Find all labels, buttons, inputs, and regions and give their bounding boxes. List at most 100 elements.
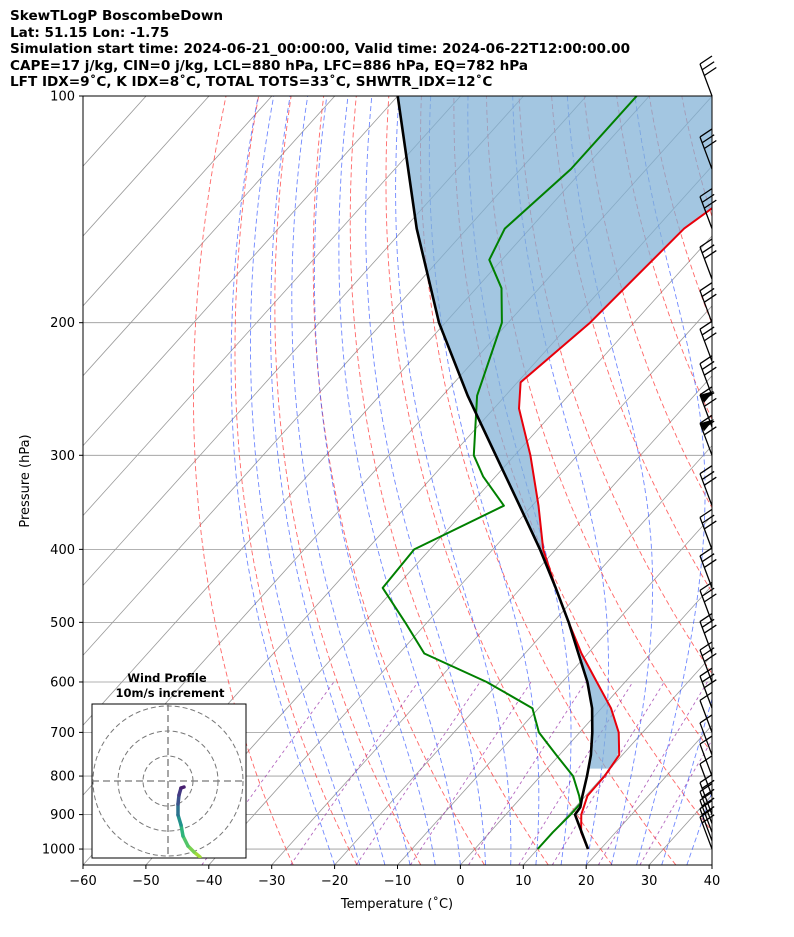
x-tick-label: 0 (456, 874, 464, 889)
x-tick-label: 20 (578, 874, 595, 889)
moist-adiabat (428, 96, 540, 865)
isotherm-line (271, 375, 712, 865)
isotherm-line (83, 96, 210, 237)
moist-adiabat (365, 96, 487, 865)
hodograph-subtitle: 10m/s increment (116, 686, 225, 700)
x-tick-label: −50 (132, 874, 159, 889)
wind-barb-feather (699, 465, 713, 475)
wind-barb-pennant (700, 390, 714, 403)
mixing-ratio-line (639, 739, 712, 865)
wind-barb-feather (699, 547, 713, 557)
mixing-ratio-line (410, 681, 532, 865)
mixing-ratio-line (518, 681, 634, 865)
y-tick-label: 100 (50, 90, 75, 105)
wind-barb-feather (703, 679, 717, 689)
wind-barb-feather (699, 641, 713, 651)
x-tick-label: −40 (195, 874, 222, 889)
isotherm-line (83, 96, 336, 377)
x-tick-label: −10 (384, 874, 411, 889)
wind-barb-feather (703, 366, 717, 376)
wind-barb-feather (699, 667, 713, 677)
isotherm-line (208, 305, 712, 865)
isotherm-line (145, 235, 712, 865)
dry-adiabat (780, 96, 794, 865)
hodograph-trace-segment (179, 823, 185, 838)
wind-barb-staff (699, 290, 713, 323)
mixing-ratio-line (290, 681, 419, 865)
dry-adiabat (274, 96, 422, 865)
dry-adiabat (234, 96, 358, 865)
convective-parameters: CAPE=17 j/kg, CIN=0 j/kg, LCL=880 hPa, L… (10, 57, 529, 74)
moist-adiabat (338, 96, 461, 865)
station-title: SkewTLogP BoscombeDown (10, 8, 224, 24)
moist-adiabat (566, 96, 654, 865)
isotherm-line (397, 514, 712, 865)
wind-barb-feather (703, 199, 717, 209)
stability-indices: LFT IDX=9˚C, K IDX=8˚C, TOTAL TOTS=33˚C,… (10, 74, 493, 91)
sounding-profiles (381, 96, 712, 850)
wind-barb-feather (703, 520, 717, 530)
wind-barb-feather (703, 624, 717, 634)
mixing-ratio-line (201, 681, 335, 865)
y-tick-label: 700 (50, 726, 75, 741)
hodograph-trace-segment (179, 785, 186, 790)
parcel-line (396, 96, 594, 850)
wind-barb-feather (699, 282, 713, 292)
moist-adiabat (250, 96, 361, 865)
wind-barb-feather (703, 66, 717, 77)
mixing-ratio-line (598, 681, 708, 865)
wind-barb-feather (699, 238, 713, 248)
wind-barb-feather (701, 61, 715, 71)
wind-barb-staff (699, 649, 713, 683)
wind-barb-staff (699, 555, 713, 589)
wind-barb-feather (699, 783, 713, 793)
wind-barb-staff (699, 763, 713, 797)
y-tick-label: 300 (50, 449, 75, 464)
wind-barb-feather (699, 508, 713, 518)
x-tick-label: −30 (258, 874, 285, 889)
y-tick-label: 500 (50, 616, 75, 631)
wind-barb-staff (699, 722, 713, 756)
wind-barb-feather (703, 332, 717, 342)
wind-barb-feather (703, 593, 717, 603)
wind-barb-feather (699, 612, 713, 623)
wind-barb-feather (699, 791, 713, 801)
y-tick-label: 600 (50, 675, 75, 690)
isotherm-line (711, 864, 712, 865)
x-tick-label: 40 (704, 874, 721, 889)
dry-adiabat (747, 96, 794, 865)
isotherm-line (83, 96, 461, 517)
isotherm-line (83, 96, 273, 307)
wind-barb-feather (699, 128, 713, 138)
moist-adiabat (686, 790, 712, 865)
isotherm-line (334, 445, 712, 865)
dry-adiabat (518, 96, 712, 675)
cape-area (397, 96, 712, 769)
wind-barb-feather (699, 714, 713, 724)
isotherm-line (775, 96, 794, 865)
hodograph-inset: Wind Profile 10m/s increment (91, 671, 247, 859)
moist-adiabat (634, 96, 706, 865)
moist-adiabat (230, 96, 336, 865)
wind-barb-feather (703, 426, 717, 436)
dry-adiabat (453, 96, 712, 833)
wind-barb-feather (699, 386, 713, 396)
wind-barb-feather (699, 414, 713, 424)
mixing-ratio-line (468, 681, 587, 865)
y-tick-label: 400 (50, 543, 75, 558)
hodograph-rings (92, 704, 246, 858)
hodograph-trace-segment (181, 834, 190, 848)
mixing-ratio-line (355, 681, 481, 865)
isotherm-line (83, 96, 524, 587)
y-tick-label: 1000 (42, 843, 75, 858)
isotherm-line (460, 584, 712, 865)
x-tick-label: −60 (69, 874, 96, 889)
wind-barb-staff (699, 473, 713, 506)
wind-barb-staff (699, 63, 713, 97)
mixing-ratio-line (551, 681, 665, 865)
x-tick-label: 30 (641, 874, 658, 889)
x-axis-label: Temperature (˚C) (340, 896, 453, 912)
wind-barb-staff (699, 328, 713, 362)
wind-barb-feather (703, 397, 717, 407)
wind-barb-feather (699, 55, 713, 65)
